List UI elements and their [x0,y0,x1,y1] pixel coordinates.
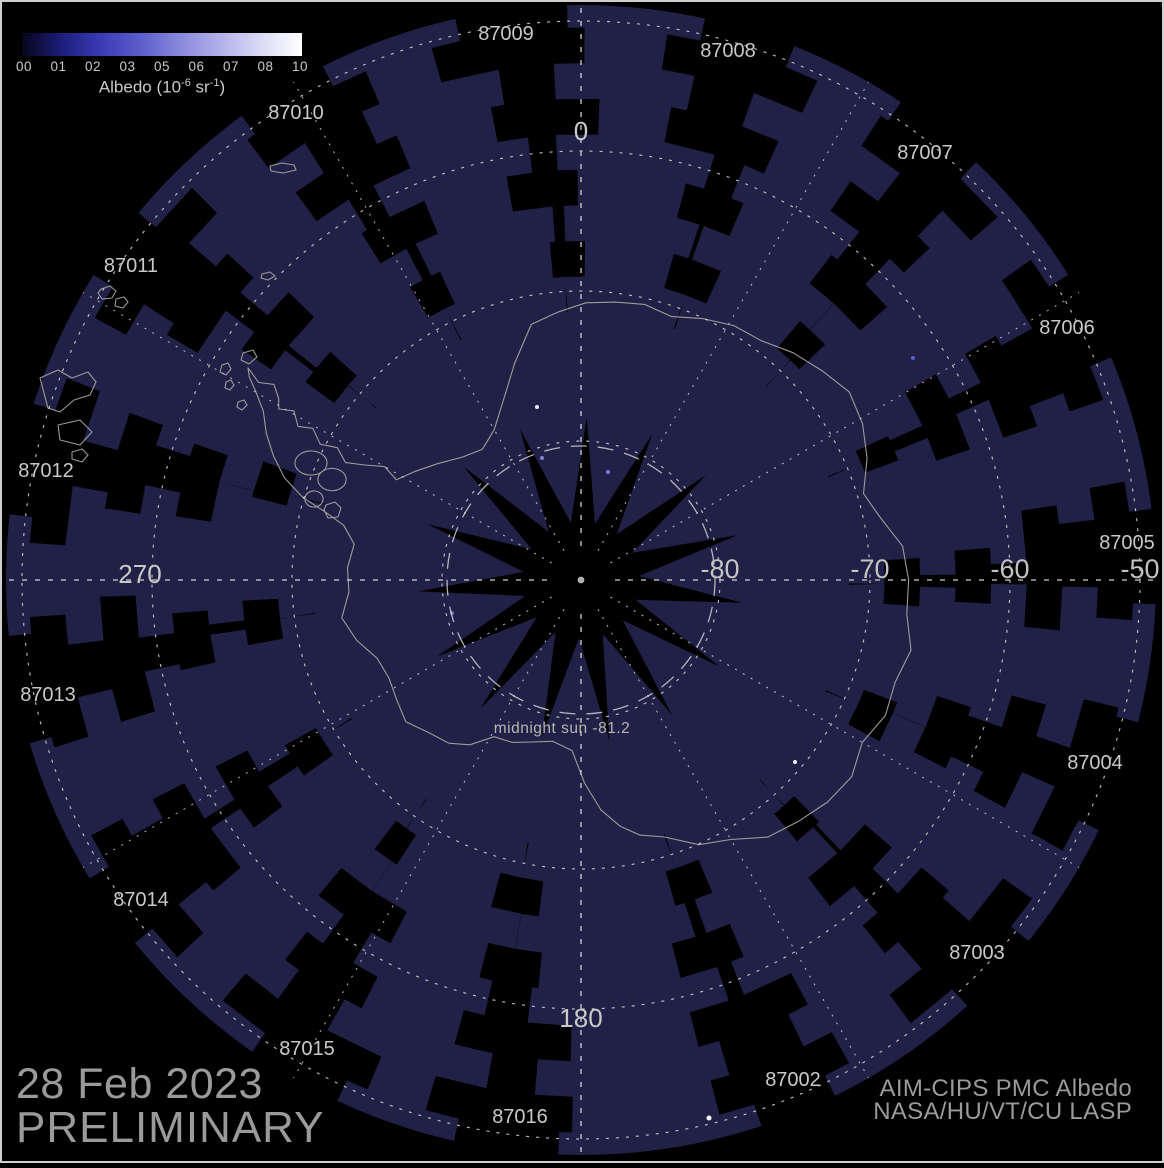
colorbar-tick: 05 [153,59,171,74]
colorbar-title-exp1: -6 [181,77,191,89]
midnight-sun-circle [446,445,716,715]
colorbar-title-exp2: -1 [209,77,220,89]
island-outline [269,162,297,174]
colorbar-title-prefix: Albedo (10 [98,77,182,97]
meridian-line [597,81,869,551]
colorbar-title: Albedo (10-6 sr-1) [22,77,302,98]
orbit-label-87004: 87004 [1067,752,1123,774]
orbit-label-87010: 87010 [268,102,324,124]
orbit-gap-wedge [661,0,818,330]
antarctica-coastline [247,301,912,846]
meridian-line [293,609,565,1079]
speck [911,356,915,360]
meridian-line [82,596,552,868]
orbit-gap-wedge [0,595,316,805]
orbit-label-87007: 87007 [897,142,953,164]
speck [793,760,797,764]
meridian-line [293,81,565,551]
orbit-label-87003: 87003 [949,942,1005,964]
orbit-gap-wedge [0,378,325,546]
preliminary-text: PRELIMINARY [16,1103,325,1152]
orbit-label-87008: 87008 [700,40,756,62]
orbit-gap-wedge [848,442,1164,631]
island-outline [304,490,324,508]
island-outline [39,369,97,413]
orbit-gap-wedge [78,716,352,994]
orbit-label-87011: 87011 [104,255,158,277]
orbit-gap-wedge [417,0,600,313]
coastlines [39,162,912,846]
credit-line-1: AIM-CIPS PMC Albedo [879,1075,1132,1102]
colorbar-ticks: 00 01 02 03 05 06 07 08 10 [16,59,308,76]
colorbar-tick: 08 [257,59,274,74]
credit-line-2: NASA/HU/VT/CU LASP [873,1098,1132,1125]
meridian-label-180: 180 [559,1003,602,1033]
island-outline [97,285,117,300]
speck [606,470,610,474]
orbit-label-87002: 87002 [765,1069,821,1091]
colorbar-tick: 07 [222,59,240,74]
date-status-block: 28 Feb 2023 PRELIMINARY [16,1062,325,1150]
colorbar-title-suffix: ) [219,77,226,97]
island-outline [71,448,89,463]
island-outline [114,296,129,309]
orbit-label-87012: 87012 [18,460,74,482]
colorbar-tick: 00 [15,59,33,74]
colorbar-tick: 10 [291,59,309,74]
orbit-gap-wedge [766,63,998,388]
speck [540,456,544,460]
orbit-label-87015: 87015 [279,1038,335,1060]
colorbar-title-mid: sr [190,77,210,97]
orbit-gap-wedge [53,187,377,408]
pole-center-dot [577,576,585,584]
colorbar-gradient [22,33,302,56]
meridian-line [610,596,1080,868]
island-outline [236,399,248,411]
latitude-label--80: -80 [700,554,739,584]
colorbar-tick: 06 [188,59,205,74]
plot-labels: 87002 87003 87004 87005 87006 87007 87008 87009… [18,23,1159,1128]
meridian-label-270: 270 [118,559,161,589]
island-outline [240,349,258,365]
latitude-label--60: -60 [990,554,1029,584]
orbit-label-87016: 87016 [492,1106,548,1128]
island-outline [317,467,347,492]
midnight-sun-label: midnight sun -81.2 [494,720,631,737]
orbit-label-87009: 87009 [478,23,534,45]
orbit-label-87013: 87013 [20,684,76,706]
latitude-circle [291,290,871,870]
colorbar-tick: 03 [119,59,136,74]
orbit-gap-wedge [188,54,464,341]
speck [706,1115,712,1121]
island-outline [219,362,232,376]
orbit-label-87005: 87005 [1099,532,1155,554]
meridian-line [610,292,1080,564]
graticule [6,5,1156,1155]
island-outline [57,419,93,446]
latitude-label--70: -70 [850,554,889,584]
colorbar: 00 01 02 03 05 06 07 08 10 Albedo (10-6 sr-1) [16,33,308,98]
meridian-label-0: 0 [574,116,588,146]
date-text: 28 Feb 2023 [16,1060,263,1108]
orbit-gap-wedge [222,797,427,1127]
colorbar-tick: 01 [50,59,67,74]
island-outline [224,379,235,391]
orbit-gap-wedge [824,675,1162,851]
credit-block: AIM-CIPS PMC Albedo NASA/HU/VT/CU LASP [873,1075,1132,1125]
latitude-label--50: -50 [1120,554,1159,584]
orbit-label-87006: 87006 [1039,317,1095,339]
orbit-gap-wedge [662,834,900,1139]
speck [535,405,539,409]
island-outline [323,501,342,519]
meridian-line [82,292,552,564]
colorbar-tick: 02 [84,59,102,74]
orbit-label-87014: 87014 [113,889,169,911]
orbit-gap-wedge [828,236,1124,479]
island-outline [260,271,276,281]
orbit-gap-wedge [758,779,1063,1024]
island-outline [294,450,328,476]
meridian-line [597,609,869,1079]
